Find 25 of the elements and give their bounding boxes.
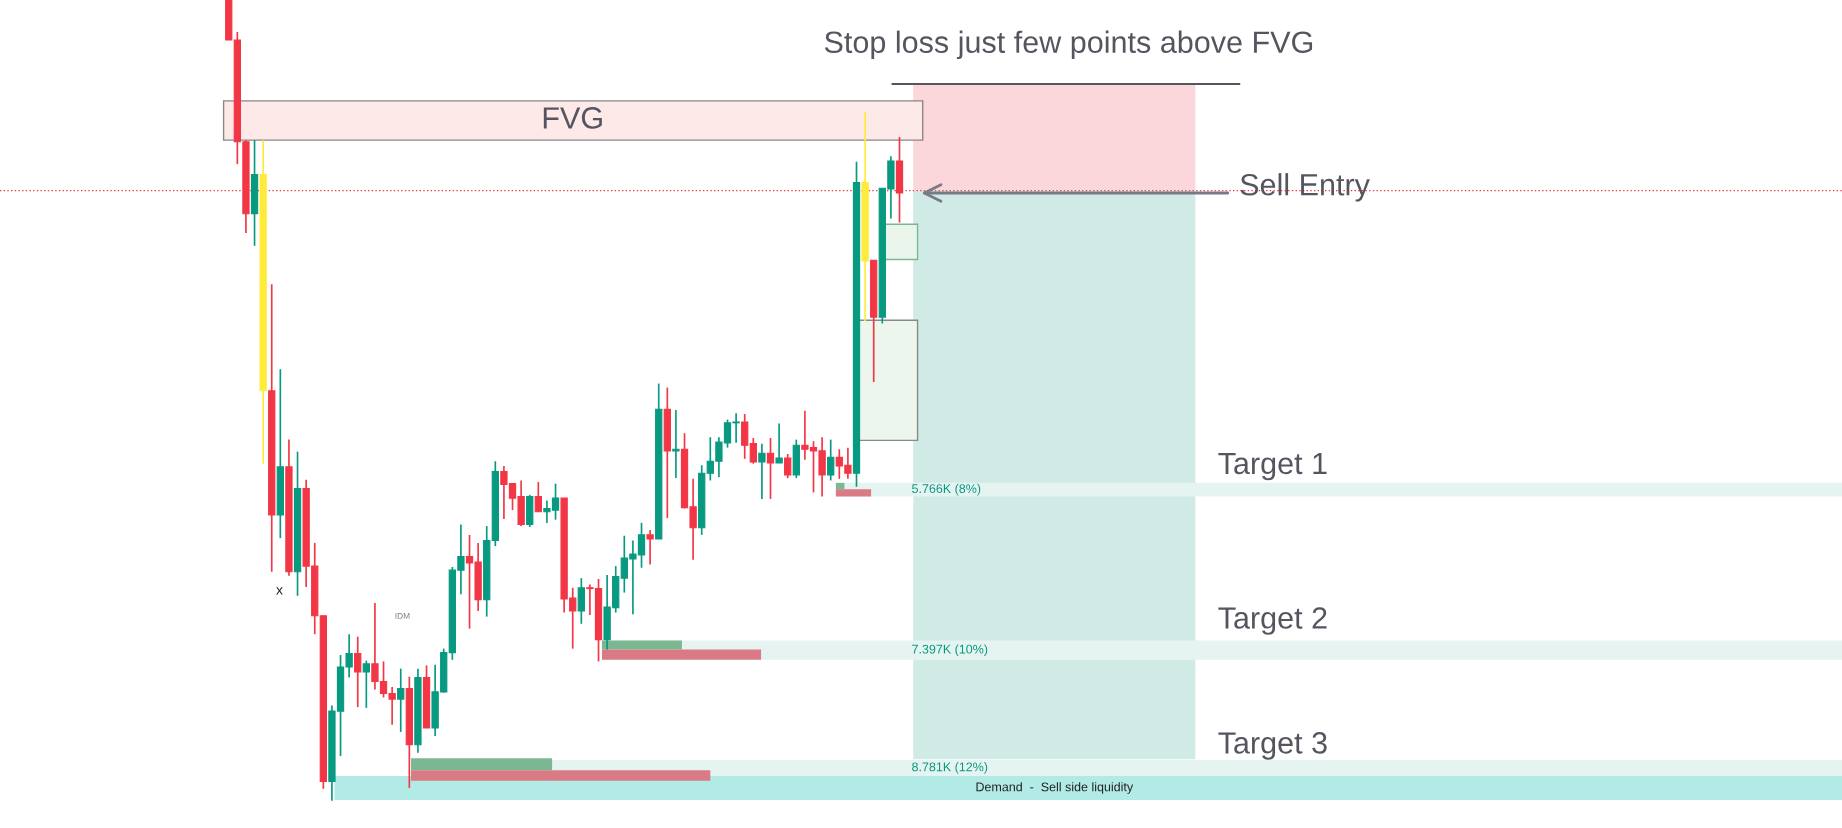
- candlestick: [827, 438, 835, 482]
- text: Target 2: [1218, 607, 1327, 635]
- candlestick: [749, 437, 757, 465]
- annotation: x: [276, 587, 283, 595]
- candlestick: [354, 635, 362, 708]
- text: Target 1: [1218, 452, 1327, 481]
- candlestick: [577, 577, 585, 625]
- candlestick: [741, 413, 749, 460]
- candlestick: [775, 422, 783, 464]
- candlestick: [784, 453, 792, 479]
- annotation: IDM: [395, 613, 410, 619]
- band-label: FVG: [543, 107, 602, 129]
- text: Target 3: [1218, 732, 1327, 760]
- band-label: 7.397K (10%): [912, 644, 988, 657]
- ref-line-label: Sell Entry: [1240, 173, 1370, 202]
- candlestick: [758, 442, 766, 500]
- candlestick: [362, 659, 370, 709]
- band-label: 5.766K (8%): [912, 483, 981, 496]
- band-label: Demand - Sell side liquidity: [976, 782, 1134, 794]
- candlestick: [534, 481, 542, 513]
- candlestick: [646, 529, 654, 566]
- annotation: Stop loss just few points above FVG: [824, 30, 1313, 60]
- band-label: 8.781K (12%): [912, 762, 988, 774]
- candlestick: [397, 667, 405, 733]
- candlestick: [766, 437, 775, 500]
